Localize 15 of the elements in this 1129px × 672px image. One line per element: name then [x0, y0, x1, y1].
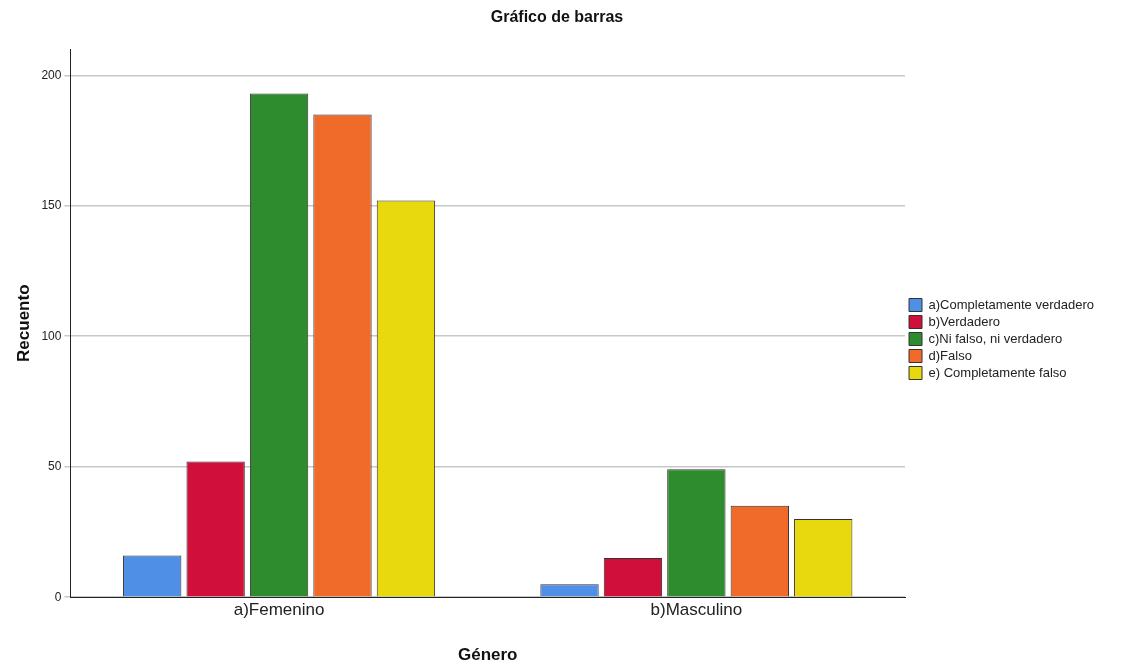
legend-label: d)Falso: [928, 347, 972, 363]
y-tick-label: 100: [41, 328, 62, 343]
y-tick-label: 200: [41, 67, 62, 82]
x-axis-title: Género: [457, 645, 518, 665]
y-tick-label: 50: [48, 459, 62, 474]
x-tick-label: b)Masculino: [650, 600, 743, 620]
y-tick-label: 150: [41, 198, 62, 213]
legend-label: c)Ni falso, ni verdadero: [928, 330, 1063, 346]
y-tick-label: 0: [54, 589, 62, 604]
x-tick-label: a)Femenino: [233, 600, 325, 620]
legend-label: e) Completamente falso: [928, 364, 1067, 380]
y-axis-title: Recuento: [13, 284, 33, 362]
chart-title: Gráfico de barras: [490, 8, 624, 26]
legend-label: b)Verdadero: [928, 313, 1001, 329]
legend-label: a)Completamente verdadero: [928, 296, 1095, 312]
